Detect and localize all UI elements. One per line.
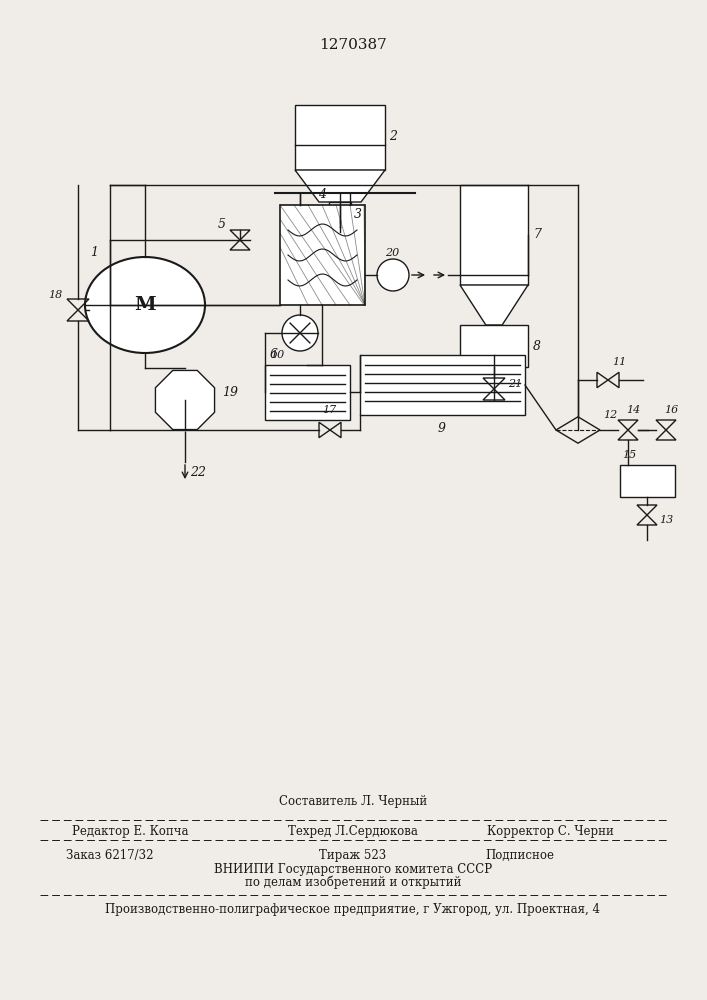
Text: Корректор С. Черни: Корректор С. Черни	[486, 826, 614, 838]
Text: 1270387: 1270387	[319, 38, 387, 52]
Bar	[329, 202, 351, 227]
Text: 14: 14	[626, 405, 641, 415]
Text: Производственно-полиграфическое предприятие, г Ужгород, ул. Проектная, 4: Производственно-полиграфическое предприя…	[105, 904, 600, 916]
Text: 5: 5	[218, 219, 226, 232]
Text: 18: 18	[48, 290, 62, 300]
Polygon shape	[460, 285, 528, 325]
Bar	[620, 465, 675, 497]
Text: 9: 9	[438, 422, 446, 436]
Text: Техред Л.Сердюкова: Техред Л.Сердюкова	[288, 826, 418, 838]
Text: 7: 7	[533, 229, 541, 241]
Text: 3: 3	[354, 208, 362, 221]
Bar	[265, 365, 350, 420]
Text: 13: 13	[659, 515, 673, 525]
Text: 21: 21	[508, 379, 522, 389]
Text: 8: 8	[533, 340, 541, 353]
Text: 15: 15	[622, 450, 636, 460]
Text: 4: 4	[318, 188, 326, 202]
Bar	[460, 325, 528, 367]
Text: ВНИИПИ Государственного комитета СССР: ВНИИПИ Государственного комитета СССР	[214, 862, 492, 876]
Polygon shape	[156, 370, 214, 430]
Text: 11: 11	[612, 357, 626, 367]
Text: M: M	[134, 296, 156, 314]
Text: 16: 16	[664, 405, 678, 415]
Text: Редактор Е. Копча: Редактор Е. Копча	[71, 826, 188, 838]
Bar	[460, 185, 528, 285]
Text: 19: 19	[222, 385, 238, 398]
Text: 10: 10	[270, 350, 284, 360]
Text: Составитель Л. Черный: Составитель Л. Черный	[279, 795, 427, 808]
Text: 22: 22	[190, 466, 206, 479]
Text: 6: 6	[270, 349, 278, 361]
Text: Подписное: Подписное	[486, 848, 554, 861]
Text: 2: 2	[389, 130, 397, 143]
Text: 12: 12	[603, 410, 617, 420]
Circle shape	[282, 315, 318, 351]
Bar	[295, 105, 385, 170]
Bar	[360, 355, 525, 415]
Circle shape	[377, 259, 409, 291]
Text: Заказ 6217/32: Заказ 6217/32	[66, 848, 153, 861]
Text: Тираж 523: Тираж 523	[320, 848, 387, 861]
Polygon shape	[295, 170, 385, 202]
Text: 17: 17	[322, 405, 337, 415]
Ellipse shape	[85, 257, 205, 353]
Text: 1: 1	[90, 245, 98, 258]
Text: 20: 20	[385, 248, 399, 258]
Bar	[280, 205, 365, 305]
Text: по делам изобретений и открытий: по делам изобретений и открытий	[245, 875, 461, 889]
